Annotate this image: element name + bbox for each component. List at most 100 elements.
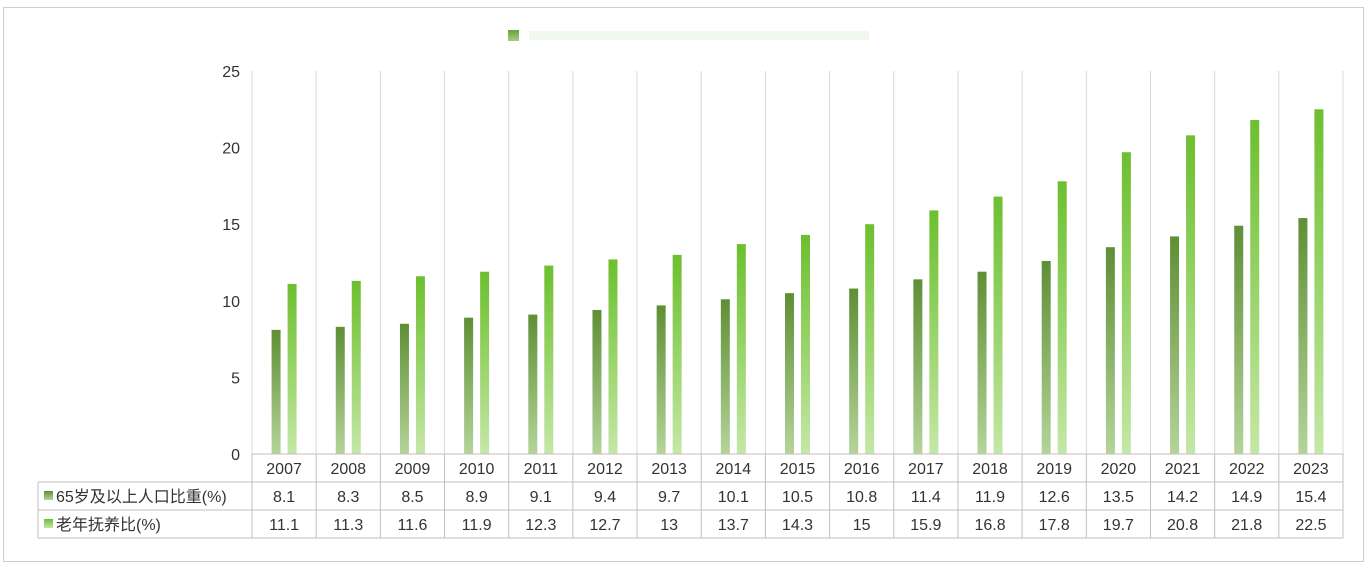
bar-series2 <box>351 280 361 454</box>
bar-series2 <box>929 210 939 454</box>
bar-series2 <box>801 234 810 454</box>
bar-series2 <box>993 196 1003 454</box>
x-category-label: 2013 <box>651 461 687 478</box>
top-legend-faded-text <box>529 30 869 40</box>
chart-frame <box>3 7 1364 562</box>
y-tick-label: 20 <box>222 141 240 158</box>
data-label-series1: 10.8 <box>846 489 877 506</box>
x-category-label: 2020 <box>1101 461 1137 478</box>
data-label-series2: 19.7 <box>1103 517 1134 534</box>
bar-series1 <box>464 317 474 454</box>
bar-series1 <box>271 329 281 454</box>
data-label-series1: 8.3 <box>337 489 359 506</box>
x-category-label: 2010 <box>459 461 495 478</box>
bar-series2 <box>1250 120 1260 455</box>
data-label-series2: 11.3 <box>333 517 363 534</box>
bar-series1 <box>1041 260 1051 454</box>
data-label-series2: 16.8 <box>974 517 1005 534</box>
data-label-series2: 15.9 <box>910 517 941 534</box>
bar-series2 <box>1314 109 1324 455</box>
x-category-label: 2012 <box>587 461 623 478</box>
data-label-series1: 9.1 <box>530 489 552 506</box>
bar-series1 <box>1298 218 1308 454</box>
data-label-series1: 12.6 <box>1039 489 1070 506</box>
grid-layer <box>251 71 1344 454</box>
data-label-series1: 14.9 <box>1231 489 1262 506</box>
data-label-series2: 17.8 <box>1039 517 1070 534</box>
bar-series1 <box>913 279 923 454</box>
bar-series1 <box>1234 225 1244 454</box>
bar-series1 <box>399 323 409 454</box>
bar-series1 <box>785 293 794 454</box>
x-category-label: 2016 <box>844 461 880 478</box>
data-label-series1: 11.9 <box>975 489 1005 506</box>
bar-series2 <box>736 244 746 454</box>
bar-series2 <box>480 271 490 454</box>
data-label-series1: 13.5 <box>1103 489 1134 506</box>
data-label-series1: 10.5 <box>782 489 813 506</box>
data-table: 2007 2008 2009 2010 2011 2012 2013 2014 2015 2016… <box>37 453 1344 539</box>
data-label-series2: 14.3 <box>782 517 813 534</box>
bar-series1 <box>335 326 345 454</box>
bar-series1 <box>720 299 730 454</box>
y-tick-label: 15 <box>222 217 240 234</box>
legend-key-series1 <box>44 491 53 500</box>
data-label-series2: 15 <box>853 517 871 534</box>
bar-series1 <box>656 305 666 454</box>
data-label-series2: 13.7 <box>718 517 749 534</box>
bar-series2 <box>287 283 297 454</box>
data-label-series1: 8.5 <box>401 489 423 506</box>
top-legend <box>508 28 869 42</box>
bar-series2 <box>672 254 682 454</box>
data-label-series2: 12.7 <box>589 517 620 534</box>
x-category-label: 2022 <box>1229 461 1265 478</box>
x-category-label: 2009 <box>395 461 431 478</box>
bar-series2 <box>1057 181 1067 454</box>
data-label-series2: 11.1 <box>269 517 299 534</box>
x-category-label: 2011 <box>524 461 559 478</box>
x-category-label: 2015 <box>780 461 816 478</box>
x-category-label: 2019 <box>1036 461 1072 478</box>
x-category-label: 2021 <box>1165 461 1201 478</box>
y-tick-label: 25 <box>222 64 240 81</box>
bar-series1 <box>528 314 538 454</box>
data-label-series1: 8.9 <box>465 489 487 506</box>
row-header-series2: 老年抚养比(%) <box>56 516 161 534</box>
bar-series2 <box>608 259 618 454</box>
data-label-series2: 22.5 <box>1295 517 1326 534</box>
data-label-series2: 12.3 <box>525 517 556 534</box>
data-label-series1: 10.1 <box>718 489 749 506</box>
top-legend-swatch <box>508 29 519 41</box>
x-category-label: 2008 <box>330 461 366 478</box>
row-header-series1: 65岁及以上人口比重(%) <box>56 488 227 506</box>
bar-series1 <box>1170 236 1180 454</box>
data-label-series1: 9.7 <box>658 489 680 506</box>
bar-series1 <box>977 271 987 454</box>
data-label-series2: 11.6 <box>397 517 427 534</box>
data-label-series1: 11.4 <box>911 489 941 506</box>
bars-layer <box>271 109 1324 455</box>
bar-series2 <box>1121 152 1131 455</box>
bar-series1 <box>592 309 602 454</box>
bar-series1 <box>849 288 859 454</box>
bar-series2 <box>1186 135 1196 454</box>
y-tick-label: 0 <box>231 447 240 464</box>
data-label-series1: 8.1 <box>273 489 295 506</box>
data-label-series2: 13 <box>660 517 678 534</box>
bar-series2 <box>544 265 554 454</box>
x-category-label: 2018 <box>972 461 1008 478</box>
data-label-series2: 11.9 <box>462 517 492 534</box>
data-label-series2: 20.8 <box>1167 517 1198 534</box>
x-category-label: 2007 <box>266 461 302 478</box>
y-axis-ticks: 0 5 10 15 20 25 <box>222 64 240 464</box>
x-category-label: 2014 <box>716 461 752 478</box>
bar-series2 <box>865 224 875 454</box>
y-tick-label: 5 <box>231 370 240 387</box>
data-label-series1: 14.2 <box>1167 489 1198 506</box>
data-label-series1: 15.4 <box>1295 489 1326 506</box>
x-category-label: 2023 <box>1293 461 1329 478</box>
bar-series1 <box>1105 247 1115 454</box>
legend-key-series2 <box>44 519 53 528</box>
x-category-label: 2017 <box>908 461 944 478</box>
